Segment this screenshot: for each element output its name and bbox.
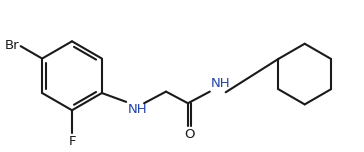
- Text: NH: NH: [210, 77, 230, 90]
- Text: O: O: [185, 128, 195, 141]
- Text: Br: Br: [5, 39, 19, 52]
- Text: NH: NH: [127, 103, 147, 116]
- Text: F: F: [68, 135, 76, 148]
